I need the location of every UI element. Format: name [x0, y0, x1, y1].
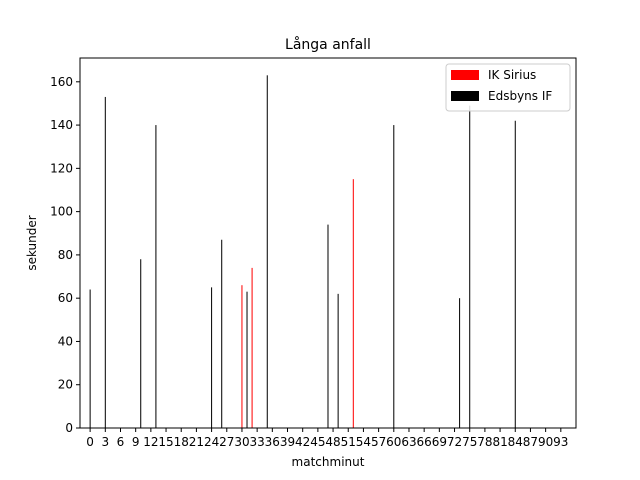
y-tick-label: 0 [65, 421, 73, 435]
x-tick-label: 48 [325, 435, 340, 449]
x-tick-label: 24 [204, 435, 219, 449]
bar-ik-sirius-2 [352, 179, 354, 428]
x-axis-ticks: 0 3 6 9 12 15 18 21 24 27 30 33 36 39 42 45 48 51 54 57 60 63… [86, 428, 568, 449]
bar-ik-sirius-0 [241, 285, 243, 428]
chart-title: Långa anfall [285, 36, 371, 53]
y-axis-label: sekunder [25, 215, 39, 270]
x-tick-label: 3 [101, 435, 109, 449]
y-tick-label: 80 [58, 248, 73, 262]
bar-edsbyns-if-9 [337, 293, 339, 428]
legend-label-edsbyns-if: Edsbyns IF [488, 89, 552, 103]
x-tick-label: 42 [295, 435, 310, 449]
bar-edsbyns-if-4 [211, 287, 213, 428]
x-tick-label: 69 [432, 435, 447, 449]
bar-ik-sirius-1 [251, 267, 253, 428]
bar-edsbyns-if-13 [514, 120, 516, 428]
x-axis-label: matchminut [292, 455, 365, 469]
bar-edsbyns-if-7 [266, 75, 268, 428]
bar-edsbyns-if-2 [140, 259, 142, 428]
x-tick-label: 36 [265, 435, 280, 449]
x-tick-label: 75 [462, 435, 477, 449]
bar-edsbyns-if-0 [89, 289, 91, 428]
legend: IK Sirius Edsbyns IF [445, 63, 571, 112]
bar-edsbyns-if-12 [469, 105, 471, 428]
x-tick-label: 12 [143, 435, 158, 449]
x-tick-label: 27 [219, 435, 234, 449]
plot-area-frame [79, 57, 577, 429]
x-tick-label: 81 [492, 435, 507, 449]
y-tick-label: 60 [58, 291, 73, 305]
x-tick-label: 45 [310, 435, 325, 449]
x-tick-label: 15 [158, 435, 173, 449]
x-tick-label: 84 [508, 435, 523, 449]
bar-edsbyns-if-8 [327, 224, 329, 428]
x-tick-label: 72 [447, 435, 462, 449]
y-tick-label: 20 [58, 378, 73, 392]
legend-swatch-edsbyns-if [451, 91, 479, 101]
y-tick-label: 140 [50, 118, 73, 132]
x-tick-label: 30 [234, 435, 249, 449]
y-tick-label: 160 [50, 75, 73, 89]
bar-edsbyns-if-1 [104, 96, 106, 428]
bar-edsbyns-if-11 [459, 298, 461, 428]
x-tick-label: 87 [523, 435, 538, 449]
x-tick-label: 0 [86, 435, 94, 449]
x-tick-label: 21 [189, 435, 204, 449]
x-tick-label: 60 [386, 435, 401, 449]
bar-edsbyns-if-5 [221, 239, 223, 428]
x-tick-label: 9 [132, 435, 140, 449]
x-tick-label: 57 [371, 435, 386, 449]
x-tick-label: 78 [477, 435, 492, 449]
x-tick-label: 39 [280, 435, 295, 449]
x-tick-label: 54 [356, 435, 371, 449]
bar-edsbyns-if-6 [246, 291, 248, 428]
y-axis-ticks: 0 20 40 60 80 100 120 140 160 [50, 75, 80, 435]
y-tick-label: 100 [50, 205, 73, 219]
x-tick-label: 90 [538, 435, 553, 449]
bar-edsbyns-if-3 [155, 125, 157, 428]
y-tick-label: 120 [50, 161, 73, 175]
x-tick-label: 51 [341, 435, 356, 449]
bar-edsbyns-if-10 [393, 125, 395, 428]
bars-group [89, 75, 516, 428]
x-tick-label: 63 [401, 435, 416, 449]
x-tick-label: 6 [117, 435, 125, 449]
x-tick-label: 33 [250, 435, 265, 449]
x-tick-label: 66 [417, 435, 432, 449]
x-tick-label: 93 [553, 435, 568, 449]
legend-label-ik-sirius: IK Sirius [488, 68, 536, 82]
legend-swatch-ik-sirius [451, 70, 479, 80]
y-tick-label: 40 [58, 334, 73, 348]
x-tick-label: 18 [174, 435, 189, 449]
